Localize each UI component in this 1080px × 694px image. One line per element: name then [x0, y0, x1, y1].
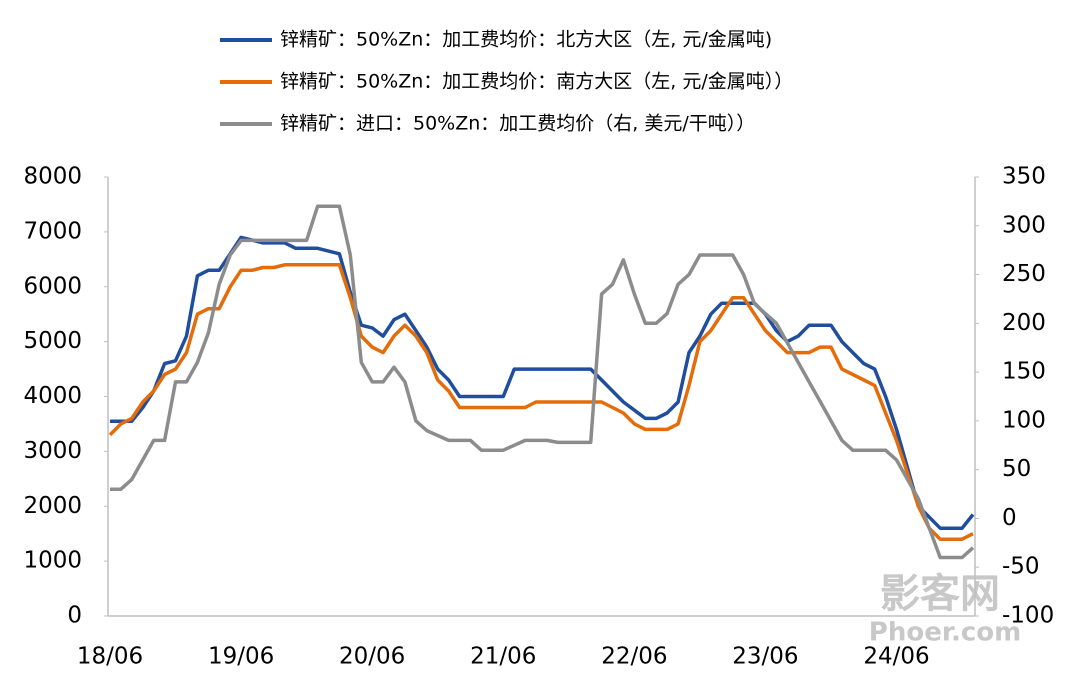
x-tick-label: 18/06 — [77, 644, 143, 670]
legend-label: 锌精矿：进口：50%Zn：加工费均价（右, 美元/干吨）） — [280, 113, 755, 135]
x-tick-label: 23/06 — [732, 644, 798, 670]
y-tick-label: 5000 — [23, 328, 82, 354]
series-line — [110, 204, 975, 560]
series-line — [110, 235, 975, 530]
series-line — [108, 263, 974, 541]
y-tick-label: 1000 — [23, 548, 82, 574]
y-tick-label: 7000 — [23, 218, 82, 244]
y2-tick-label: -50 — [1002, 554, 1040, 580]
legend-label: 锌精矿：50%Zn：加工费均价：南方大区（左, 元/金属吨）） — [280, 71, 793, 93]
y2-tick-label: 300 — [1002, 212, 1046, 238]
x-tick-label: 20/06 — [339, 644, 405, 670]
y2-tick-label: 200 — [1002, 310, 1046, 336]
y2-tick-label: 100 — [1002, 407, 1046, 433]
y2-tick-label: 0 — [1002, 505, 1017, 531]
y-tick-label: 2000 — [23, 493, 82, 519]
x-tick-label: 21/06 — [470, 644, 536, 670]
y2-tick-label: 350 — [1002, 164, 1046, 190]
y2-tick-label: 50 — [1002, 456, 1031, 482]
legend-label: 锌精矿：50%Zn：加工费均价：北方大区（左, 元/金属吨) — [280, 29, 772, 51]
y-tick-label: 0 — [67, 603, 82, 629]
watermark: Phoer.com — [869, 618, 1021, 648]
x-tick-label: 24/06 — [863, 644, 929, 670]
y-tick-label: 6000 — [23, 273, 82, 299]
x-tick-label: 19/06 — [208, 644, 274, 670]
y-tick-label: 8000 — [23, 164, 82, 190]
y2-tick-label: -100 — [1002, 603, 1054, 629]
watermark: 影客网 — [880, 571, 1000, 617]
y2-tick-label: 250 — [1002, 261, 1046, 287]
y-tick-label: 4000 — [23, 383, 82, 409]
y2-tick-label: 150 — [1002, 359, 1046, 385]
x-tick-label: 22/06 — [601, 644, 667, 670]
y-tick-label: 3000 — [23, 438, 82, 464]
